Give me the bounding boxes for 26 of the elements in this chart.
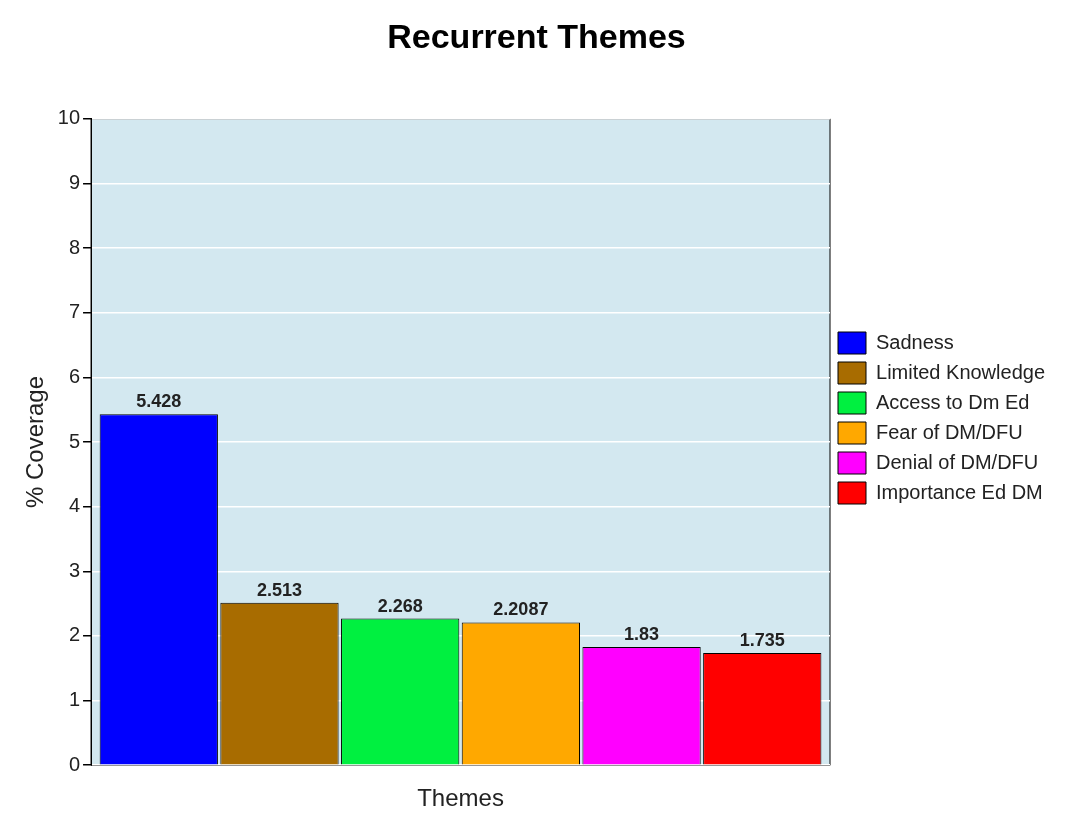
legend-label: Denial of DM/DFU <box>876 450 1039 473</box>
y-tick-label: 9 <box>68 170 81 193</box>
legend-label: Limited Knowledge <box>876 360 1046 383</box>
y-tick-label: 8 <box>68 235 81 258</box>
y-tick-label: 1 <box>68 688 81 711</box>
legend-label: Access to Dm Ed <box>876 390 1030 413</box>
chart-title: Recurrent Themes <box>387 16 686 55</box>
y-tick-label: 0 <box>68 752 81 775</box>
y-tick-label: 2 <box>68 623 81 646</box>
y-tick-label: 3 <box>68 558 81 581</box>
data-label: 2.2087 <box>493 599 549 620</box>
y-tick-label: 6 <box>68 364 81 387</box>
x-axis-title: Themes <box>417 784 504 812</box>
y-tick-label: 10 <box>57 106 81 129</box>
legend-label: Importance Ed DM <box>876 480 1043 503</box>
data-label: 1.735 <box>739 630 785 651</box>
legend-label: Fear of DM/DFU <box>876 420 1023 443</box>
legend-label: Sadness <box>876 330 954 353</box>
y-tick-label: 4 <box>68 494 81 517</box>
y-axis-title: % Coverage <box>21 375 49 509</box>
data-label: 2.268 <box>377 595 423 616</box>
data-label: 2.513 <box>256 579 302 600</box>
data-label: 1.83 <box>624 623 660 644</box>
y-tick-label: 7 <box>68 300 81 323</box>
data-label: 5.428 <box>136 391 182 412</box>
y-tick-label: 5 <box>68 429 81 452</box>
